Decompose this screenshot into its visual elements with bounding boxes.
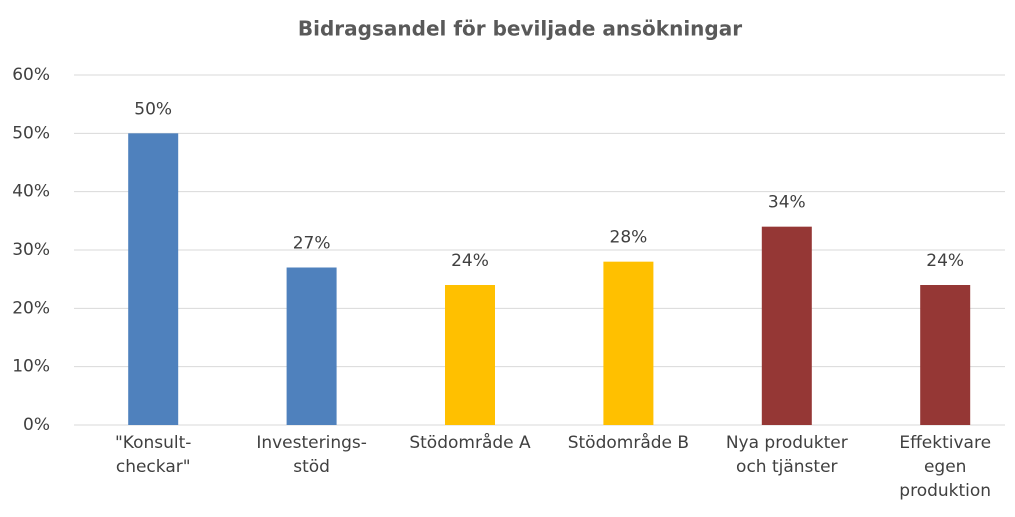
bar: [445, 285, 495, 425]
x-tick-label: checkar": [116, 457, 191, 477]
y-tick-label: 0%: [23, 415, 50, 435]
bar: [603, 261, 654, 425]
x-tick-label: "Konsult-: [115, 433, 191, 453]
y-tick-label: 50%: [12, 123, 50, 143]
bar: [920, 285, 971, 425]
x-tick-label: Effektivare: [899, 433, 991, 453]
bar: [761, 226, 812, 425]
y-tick-label: 10%: [12, 357, 50, 377]
x-tick-label: egen: [924, 457, 966, 477]
data-label: 27%: [293, 234, 331, 254]
x-tick-label: Stödområde B: [568, 432, 689, 453]
y-tick-label: 20%: [12, 298, 50, 318]
x-tick-label: Stödområde A: [409, 432, 531, 453]
data-label: 24%: [926, 251, 964, 271]
y-tick-label: 40%: [12, 182, 50, 202]
x-tick-label: Nya produkter: [726, 433, 848, 453]
x-tick-label: Investerings-: [256, 433, 367, 453]
bar: [128, 133, 179, 426]
chart-title: Bidragsandel för beviljade ansökningar: [298, 17, 742, 41]
y-tick-label: 30%: [12, 240, 50, 260]
data-label: 34%: [768, 193, 806, 213]
y-tick-label: 60%: [12, 65, 50, 85]
x-tick-label: och tjänster: [736, 457, 837, 477]
data-label: 28%: [610, 228, 648, 248]
x-tick-label: stöd: [293, 457, 330, 477]
bar: [286, 267, 337, 425]
data-label: 50%: [134, 99, 172, 119]
x-tick-label: produktion: [899, 481, 991, 501]
data-label: 24%: [451, 251, 489, 271]
